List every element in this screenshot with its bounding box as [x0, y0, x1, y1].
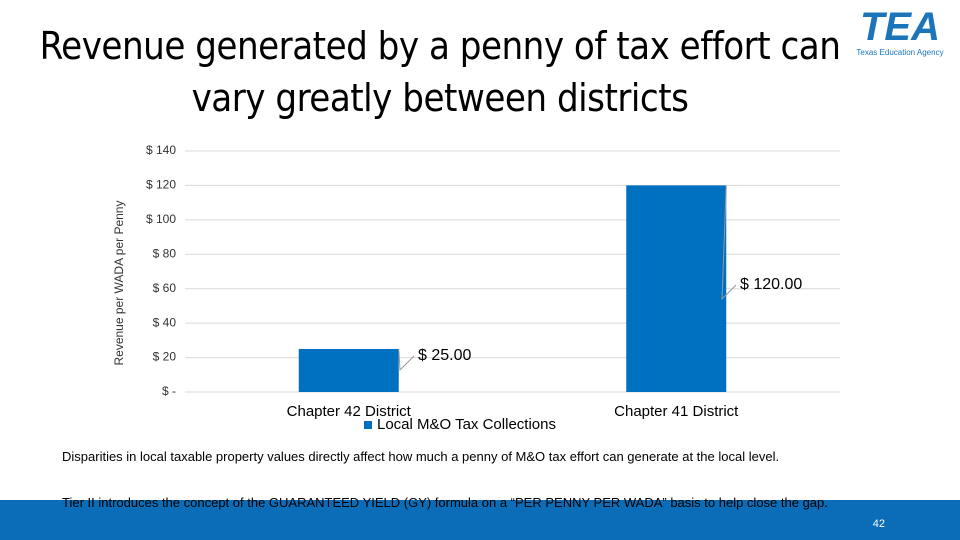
footer-band: [0, 500, 960, 540]
y-tick-label: $ 120: [146, 178, 176, 192]
bar: [298, 348, 399, 392]
y-tick-label: $ 80: [153, 246, 177, 260]
value-label: $ 25.00: [418, 347, 471, 364]
logo-text: TEA: [860, 5, 940, 49]
logo-subtitle: Texas Education Agency: [856, 48, 944, 57]
legend-label: Local M&O Tax Collections: [377, 416, 556, 433]
y-tick-label: $ 20: [153, 350, 177, 364]
x-tick-label: Chapter 42 District: [287, 403, 412, 420]
y-tick-label: $ -: [162, 384, 176, 398]
note: Tier II introduces the concept of the GU…: [62, 495, 828, 510]
y-tick-label: $ 60: [153, 281, 177, 295]
y-tick-label: $ 100: [146, 212, 176, 226]
legend-swatch: [364, 421, 372, 429]
y-tick-label: $ 40: [153, 315, 177, 329]
leader-line: [721, 185, 737, 301]
y-axis-label: Revenue per WADA per Penny: [112, 201, 126, 366]
y-tick-label: $ 140: [146, 143, 176, 157]
page-number: 42: [872, 518, 885, 530]
note: Disparities in local taxable property va…: [62, 449, 780, 464]
slide-title: Revenue generated by a penny of tax effo…: [39, 24, 841, 120]
bar: [626, 185, 727, 392]
leader-line: [398, 348, 415, 372]
logo: TEA Texas Education Agency: [848, 6, 952, 57]
value-label: $ 120.00: [740, 276, 802, 293]
x-tick-label: Chapter 41 District: [614, 403, 739, 420]
